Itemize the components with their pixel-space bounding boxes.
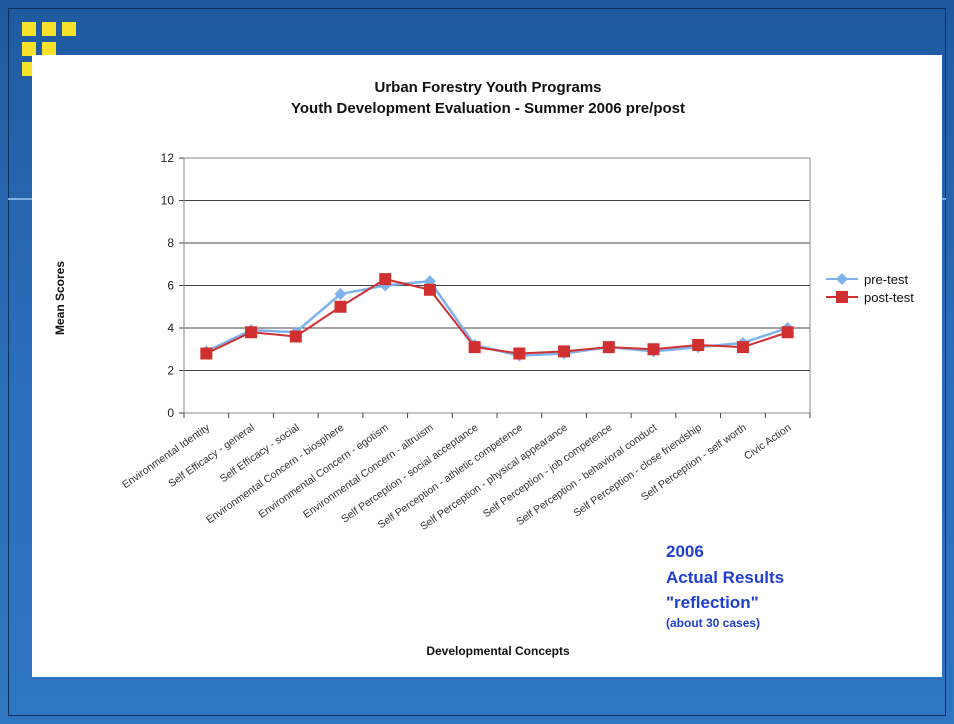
data-point-post-test (836, 291, 848, 303)
y-axis-label: Mean Scores (53, 261, 67, 335)
y-tick-label: 2 (167, 364, 174, 378)
y-tick-label: 0 (167, 406, 174, 420)
slide-frame (8, 8, 946, 716)
data-point-post-test (647, 343, 660, 356)
data-point-post-test (558, 345, 571, 358)
chart-title: Urban Forestry Youth Programs (375, 79, 602, 96)
accent-square (22, 42, 36, 56)
data-point-post-test (781, 326, 794, 339)
data-point-post-test (692, 339, 705, 351)
x-tick-label: Civic Action (742, 422, 793, 463)
y-tick-label: 4 (167, 321, 174, 335)
x-tick-label: Self Efficacy - social (218, 422, 302, 486)
data-point-post-test (602, 341, 615, 354)
annotation-cases: (about 30 cases) (666, 616, 760, 630)
results-annotation: 2006 Actual Results "reflection" (about … (666, 542, 784, 630)
accent-square (42, 22, 56, 36)
chart-panel: Urban Forestry Youth Programs Youth Deve… (32, 55, 942, 677)
x-tick-label: Self Efficacy - general (166, 422, 256, 490)
data-point-pre-test (836, 273, 848, 285)
y-tick-label: 12 (161, 151, 175, 165)
accent-square (42, 42, 56, 56)
data-point-post-test (379, 273, 392, 286)
accent-square (22, 22, 36, 36)
accent-square (62, 22, 76, 36)
data-point-post-test (289, 330, 302, 343)
data-point-post-test (334, 300, 347, 313)
x-axis-label: Developmental Concepts (426, 644, 570, 658)
data-point-post-test (468, 341, 481, 354)
legend-label: pre-test (864, 272, 908, 287)
data-point-pre-test (334, 288, 347, 300)
legend: pre-test post-test (826, 272, 914, 305)
annotation-year: 2006 (666, 542, 704, 561)
gridlines (184, 157, 810, 414)
data-point-post-test (513, 347, 526, 360)
series-lines (200, 273, 794, 362)
data-point-post-test (245, 326, 258, 339)
series-line-post-test (205, 278, 788, 355)
line-chart: Urban Forestry Youth Programs Youth Deve… (53, 79, 914, 658)
data-point-post-test (200, 347, 213, 360)
legend-label: post-test (864, 290, 914, 305)
y-axis-ticks: 0 2 4 6 8 10 12 (161, 151, 184, 420)
chart-subtitle: Youth Development Evaluation - Summer 20… (291, 100, 685, 117)
y-tick-label: 8 (167, 236, 174, 250)
y-tick-label: 10 (161, 194, 175, 208)
annotation-results: Actual Results (666, 568, 784, 587)
annotation-reflection: "reflection" (666, 593, 759, 612)
data-point-post-test (423, 283, 436, 296)
data-point-post-test (736, 341, 749, 354)
y-tick-label: 6 (167, 279, 174, 293)
